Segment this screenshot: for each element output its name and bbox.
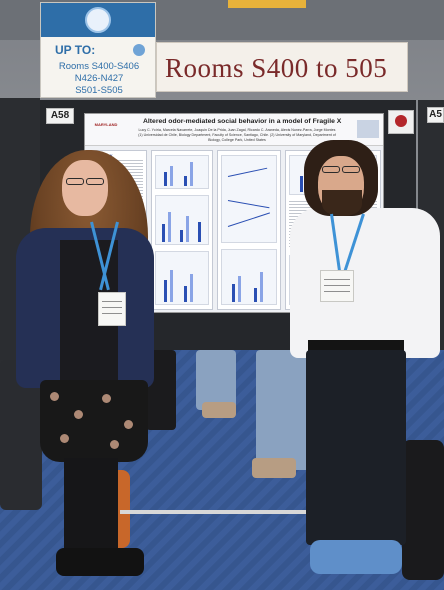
banner-dot-icon bbox=[133, 44, 145, 56]
figure-bar bbox=[184, 176, 187, 186]
stanchion-rail bbox=[120, 510, 340, 514]
badge-text-line bbox=[102, 307, 122, 308]
poster-title: Altered odor-mediated social behavior in… bbox=[143, 118, 343, 125]
rooms-sign-text: Rooms S400 to 505 bbox=[165, 53, 388, 83]
glasses-icon bbox=[86, 178, 104, 185]
name-badge bbox=[320, 270, 354, 302]
figure-line bbox=[227, 167, 268, 177]
banner-rooms-line: Rooms S400-S406 bbox=[58, 61, 140, 72]
background-person-shoes bbox=[202, 402, 236, 418]
figure-bar bbox=[254, 288, 257, 302]
man-beard bbox=[322, 190, 362, 216]
black-backpack bbox=[402, 440, 444, 580]
yellow-sign-edge bbox=[228, 0, 306, 8]
background-person-legs bbox=[196, 350, 236, 410]
badge-text-line bbox=[102, 301, 122, 302]
booth-number-tag-right: A5 bbox=[427, 107, 444, 123]
red-logo-icon bbox=[388, 110, 414, 134]
figure-bar bbox=[164, 280, 167, 302]
flower-pattern bbox=[60, 434, 69, 443]
name-badge bbox=[98, 292, 126, 326]
poster-affiliations: (1) Universidad de Chile, Biology Depart… bbox=[138, 133, 336, 142]
poster-column-figures-2 bbox=[217, 150, 281, 310]
figure-bar bbox=[238, 276, 241, 302]
figure-bar bbox=[162, 224, 165, 242]
glasses-icon bbox=[322, 166, 340, 173]
figure-bar bbox=[164, 172, 167, 186]
background-person-legs bbox=[256, 350, 310, 470]
booth-number-tag: A58 bbox=[46, 108, 74, 124]
poster-figure bbox=[221, 249, 277, 305]
banner-rooms-line: N426-N427 bbox=[74, 73, 124, 84]
flower-pattern bbox=[124, 420, 133, 429]
figure-bar bbox=[184, 286, 187, 302]
poster-column-figures-1 bbox=[151, 150, 213, 310]
badge-text-line bbox=[324, 285, 350, 286]
background-person-shoes bbox=[252, 458, 296, 478]
man-white-shirt bbox=[290, 208, 440, 358]
flower-pattern bbox=[50, 392, 59, 401]
university-logo: MARYLAND bbox=[94, 122, 118, 127]
banner-rooms-list: Rooms S400-S406 N426-N427 S501-S505 bbox=[47, 61, 151, 97]
figure-bar bbox=[198, 222, 201, 242]
banner-header bbox=[41, 3, 155, 37]
rooms-sign: Rooms S400 to 505 bbox=[156, 42, 408, 92]
poster-figure bbox=[221, 155, 277, 243]
banner-up-to: UP TO: bbox=[55, 43, 96, 57]
woman-floral-skirt bbox=[40, 380, 148, 462]
poster-authors: Lucy C. Ycíria, Marcela Navarrete, Joaqu… bbox=[137, 128, 337, 143]
figure-bar bbox=[170, 270, 173, 302]
woman-boots bbox=[56, 548, 144, 576]
man-pants bbox=[306, 350, 406, 545]
man-blue-shoes bbox=[310, 540, 402, 574]
conference-logo-icon bbox=[85, 7, 111, 33]
poster-author-list: Lucy C. Ycíria, Marcela Navarrete, Joaqu… bbox=[138, 128, 336, 132]
man-belt bbox=[308, 340, 404, 352]
figure-bar bbox=[168, 212, 171, 242]
flower-pattern bbox=[74, 410, 83, 419]
figure-bar bbox=[186, 216, 189, 242]
poster-figure bbox=[155, 251, 209, 305]
figure-bar bbox=[190, 274, 193, 302]
figure-line bbox=[227, 212, 271, 227]
flower-pattern bbox=[110, 440, 119, 449]
figure-bar bbox=[170, 166, 173, 186]
figure-bar bbox=[180, 230, 183, 242]
flower-pattern bbox=[102, 394, 111, 403]
room-directory-banner: UP TO: Rooms S400-S406 N426-N427 S501-S5… bbox=[40, 2, 156, 98]
badge-text-line bbox=[324, 279, 350, 280]
figure-bar bbox=[300, 176, 303, 192]
badge-text-line bbox=[324, 291, 350, 292]
figure-line bbox=[227, 200, 270, 209]
glasses-icon bbox=[66, 178, 84, 185]
figure-bar bbox=[260, 272, 263, 302]
glasses-icon bbox=[342, 166, 360, 173]
figure-bar bbox=[190, 162, 193, 186]
poster-figure bbox=[155, 155, 209, 189]
institution-logo-icon bbox=[357, 120, 379, 138]
banner-rooms-line: S501-S505 bbox=[75, 85, 123, 96]
poster-figure bbox=[155, 195, 209, 245]
badge-text-line bbox=[102, 313, 122, 314]
figure-bar bbox=[232, 284, 235, 302]
woman-face bbox=[62, 160, 108, 216]
